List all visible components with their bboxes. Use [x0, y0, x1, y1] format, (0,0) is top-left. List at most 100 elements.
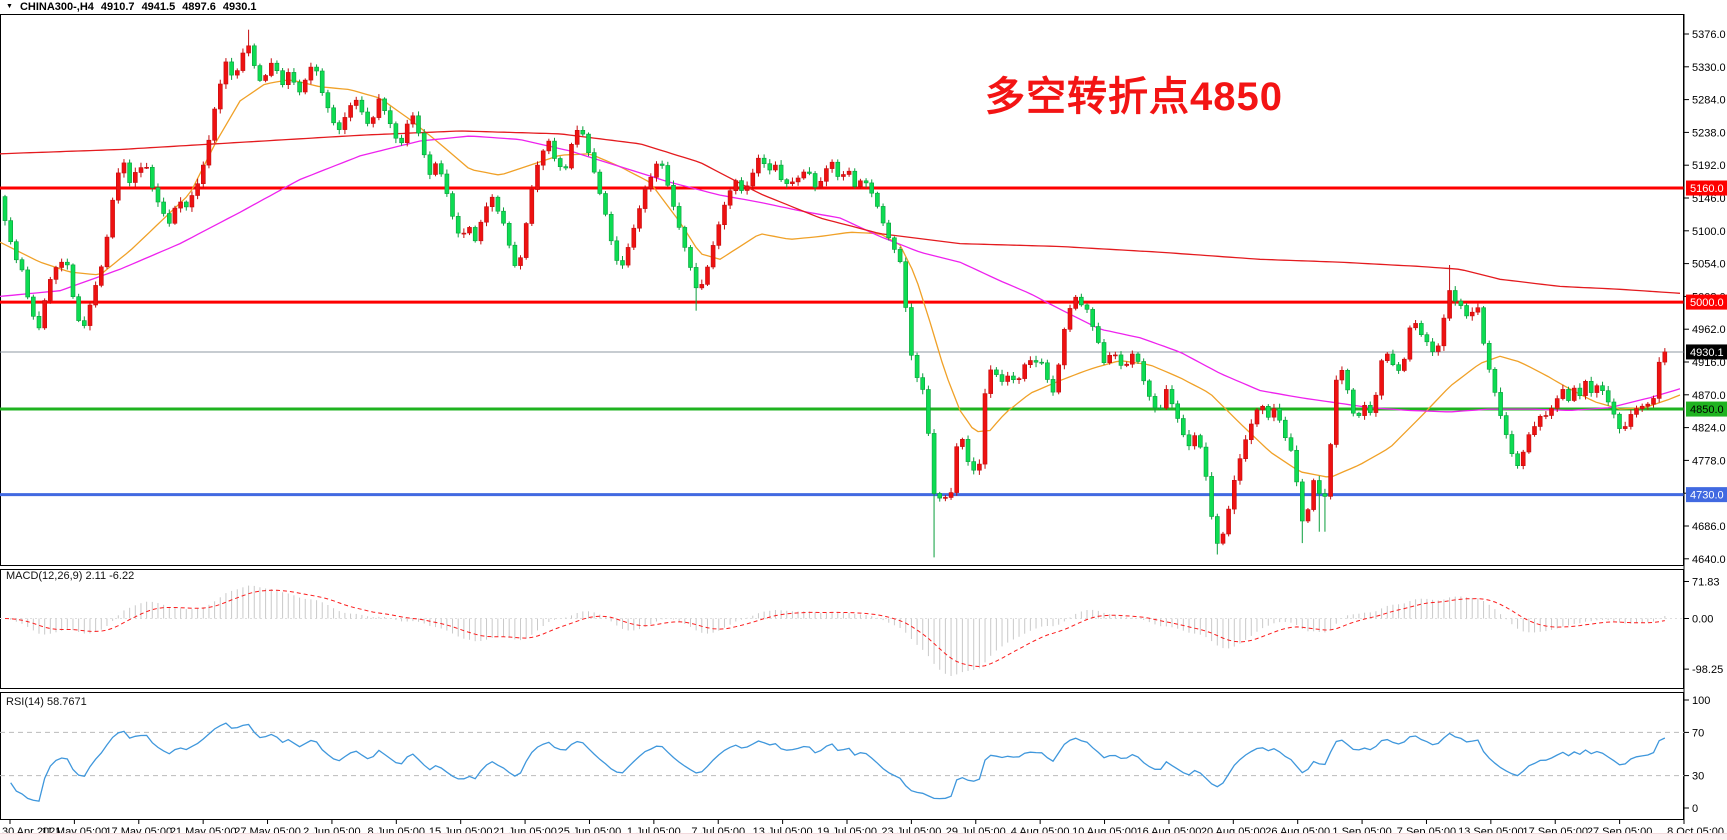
- candle-body-7: [42, 300, 48, 329]
- candle-body-212: [1203, 446, 1209, 477]
- candle-body-80: [455, 216, 461, 234]
- candle-body-217: [1232, 479, 1237, 510]
- candle-body-218: [1237, 458, 1243, 481]
- candle-body-185: [1050, 379, 1056, 393]
- candle-body-265: [1503, 415, 1509, 435]
- candle-body-221: [1254, 409, 1260, 425]
- candle-body-247: [1402, 358, 1407, 371]
- price-badge-label: 5160.0: [1690, 183, 1724, 195]
- candle-body-85: [484, 206, 489, 223]
- candle-body-219: [1243, 439, 1248, 460]
- candle-body-264: [1498, 392, 1503, 416]
- candle-body-252: [1430, 341, 1435, 352]
- candle-body-89: [506, 223, 512, 246]
- candle-body-186: [1056, 364, 1061, 393]
- candle-body-71: [404, 123, 410, 144]
- candle-body-102: [580, 130, 586, 135]
- candle-body-199: [1130, 353, 1135, 365]
- candle-body-206: [1169, 389, 1175, 405]
- candle-body-263: [1492, 368, 1498, 393]
- candle-body-91: [518, 257, 523, 266]
- candle-body-208: [1181, 418, 1186, 436]
- candle-body-129: [733, 180, 739, 192]
- candle-body-253: [1435, 345, 1441, 352]
- macd-tick-label: 0.00: [1692, 614, 1713, 626]
- candle-body-181: [1028, 360, 1033, 365]
- price-badge-label: 4850.0: [1690, 404, 1724, 416]
- candle-body-125: [710, 245, 716, 268]
- candle-body-66: [376, 98, 382, 118]
- price-tick-label: 5100.0: [1692, 226, 1726, 238]
- candle-body-162: [920, 377, 926, 390]
- dropdown-arrow-icon[interactable]: ▼: [6, 2, 13, 10]
- candle-body-277: [1571, 387, 1577, 401]
- candle-body-266: [1509, 434, 1515, 455]
- candle-body-191: [1084, 304, 1090, 310]
- candle-body-76: [433, 163, 438, 175]
- candle-body-223: [1266, 405, 1271, 418]
- candle-body-132: [750, 172, 756, 187]
- candle-body-156: [886, 222, 892, 239]
- bottom-strip: [0, 833, 1727, 840]
- candle-body-150: [852, 170, 858, 187]
- candle-body-104: [591, 152, 597, 173]
- candle-body-13: [76, 296, 81, 321]
- macd-tick-label: -98.25: [1692, 664, 1723, 676]
- candle-body-28: [161, 201, 166, 214]
- ohlc-close: 4930.1: [222, 1, 257, 13]
- candle-body-16: [93, 285, 98, 306]
- candle-body-249: [1413, 323, 1418, 329]
- candle-body-274: [1554, 398, 1560, 409]
- candle-body-88: [501, 210, 506, 224]
- candle-body-239: [1356, 412, 1362, 416]
- candle-body-259: [1469, 311, 1475, 317]
- candle-body-183: [1039, 361, 1044, 364]
- candle-body-105: [597, 171, 603, 194]
- candle-body-36: [206, 139, 212, 166]
- price-badge-label: 4730.0: [1690, 490, 1724, 502]
- price-tick-label: 5192.0: [1692, 160, 1726, 172]
- candle-body-110: [625, 247, 631, 266]
- candle-body-134: [761, 157, 767, 164]
- candle-body-215: [1220, 533, 1226, 544]
- candle-body-121: [688, 247, 693, 268]
- candle-body-34: [195, 183, 200, 196]
- price-tick-label: 4870.0: [1692, 390, 1726, 402]
- candle-body-195: [1107, 354, 1112, 363]
- price-badge: [1686, 294, 1727, 310]
- candle-body-169: [960, 438, 965, 447]
- candle-body-70: [399, 137, 404, 144]
- candle-body-278: [1577, 387, 1583, 397]
- candle-body-61: [348, 105, 353, 118]
- candle-body-238: [1351, 389, 1356, 414]
- candle-body-192: [1090, 309, 1095, 327]
- candle-body-93: [529, 189, 535, 224]
- candle-body-288: [1634, 408, 1639, 415]
- candle-body-111: [631, 227, 637, 248]
- candle-body-225: [1277, 408, 1282, 421]
- symbol-timeframe-label: CHINA300-,H4: [19, 1, 94, 13]
- candle-body-144: [818, 181, 824, 188]
- price-tick-label: 4778.0: [1692, 455, 1726, 467]
- chart-text-annotation[interactable]: 多空转折点4850: [985, 75, 1283, 119]
- candle-body-250: [1419, 323, 1424, 335]
- candle-body-248: [1407, 327, 1413, 360]
- candle-body-6: [36, 315, 42, 329]
- candle-body-204: [1158, 407, 1163, 410]
- candle-body-197: [1118, 354, 1124, 366]
- candle-body-62: [353, 99, 359, 106]
- candle-body-23: [133, 172, 138, 183]
- candle-body-182: [1033, 360, 1039, 363]
- candle-body-43: [246, 45, 251, 54]
- candle-body-60: [342, 117, 348, 130]
- price-tick-label: 5054.0: [1692, 259, 1726, 271]
- candle-body-138: [784, 179, 790, 184]
- candle-body-140: [795, 177, 801, 183]
- price-tick-label: 5238.0: [1692, 127, 1726, 139]
- candle-body-171: [971, 461, 977, 471]
- candle-body-137: [778, 164, 784, 181]
- candle-body-114: [648, 177, 654, 189]
- candle-body-268: [1520, 451, 1526, 467]
